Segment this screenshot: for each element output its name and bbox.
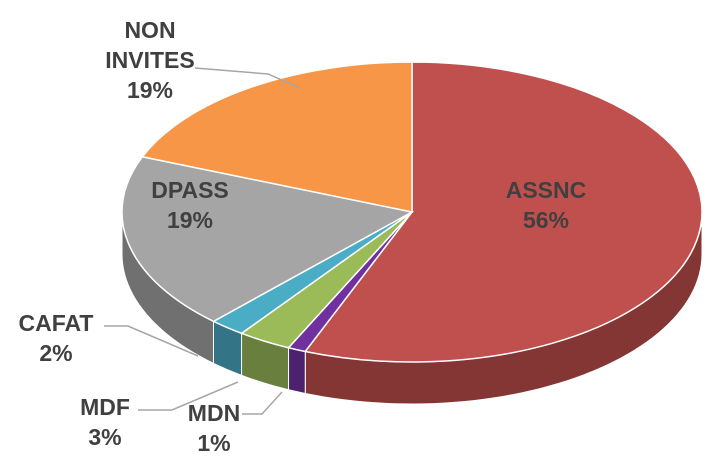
leader-line	[242, 391, 283, 415]
leader-line	[194, 67, 301, 89]
pie-slice	[303, 61, 703, 363]
value-label: 1%	[197, 430, 231, 456]
leader-line	[104, 325, 199, 357]
category-label: CAFAT	[18, 310, 94, 336]
category-label: MDF	[80, 394, 130, 420]
category-label: DPASS	[151, 177, 229, 203]
value-label: 2%	[39, 340, 73, 366]
leader-line	[138, 381, 239, 411]
value-label: 19%	[126, 77, 174, 103]
pie-slice	[121, 155, 415, 323]
pie-slice	[141, 61, 413, 213]
category-label: NON INVITES	[105, 17, 195, 73]
value-label: 19%	[166, 207, 214, 233]
slice-label: CAFAT 2%	[11, 308, 101, 368]
category-label: MDN	[187, 400, 241, 426]
value-label: 3%	[88, 424, 122, 450]
slice-label: MDF 3%	[65, 392, 145, 452]
slice-label: MDN 1%	[174, 398, 254, 458]
category-label: ASSNC	[505, 177, 587, 203]
slice-label: ASSNC 56%	[466, 175, 626, 235]
slice-label: NON INVITES 19%	[85, 15, 215, 105]
slice-label: DPASS 19%	[130, 175, 250, 235]
pie-slice-side	[288, 347, 306, 395]
value-label: 56%	[522, 207, 570, 233]
